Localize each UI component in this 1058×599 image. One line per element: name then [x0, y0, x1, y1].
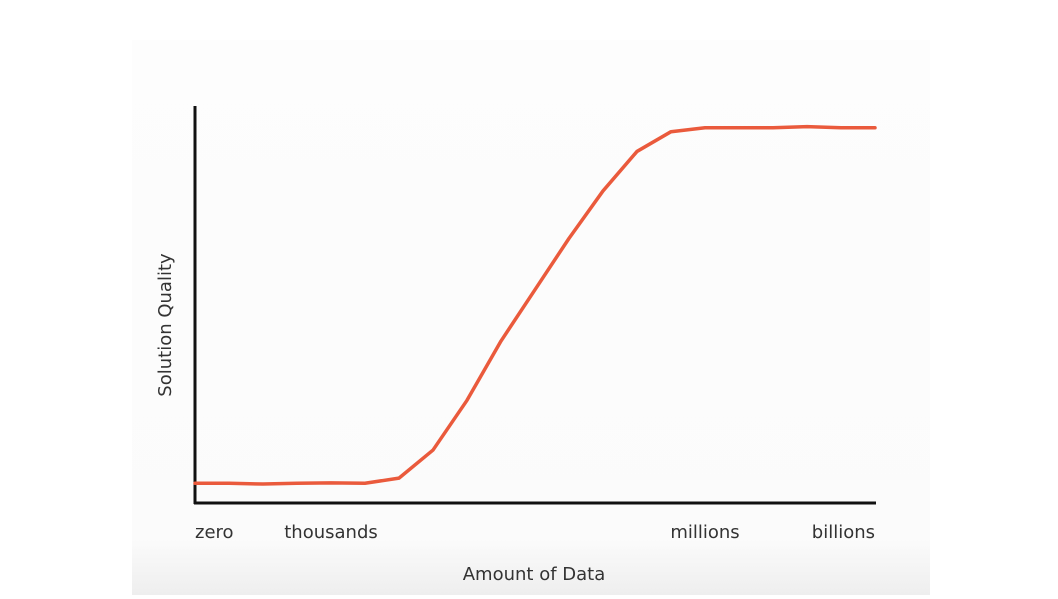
- line: [193, 124, 877, 486]
- x-tick-label: zero: [195, 522, 234, 543]
- x-tick-label: millions: [670, 522, 739, 543]
- panel: [132, 40, 930, 595]
- y-axis-label: Solution Quality: [155, 253, 176, 397]
- x-tick-label: billions: [812, 522, 875, 543]
- x-axis-label: Amount of Data: [463, 564, 606, 585]
- x-tick-label: thousands: [284, 522, 378, 543]
